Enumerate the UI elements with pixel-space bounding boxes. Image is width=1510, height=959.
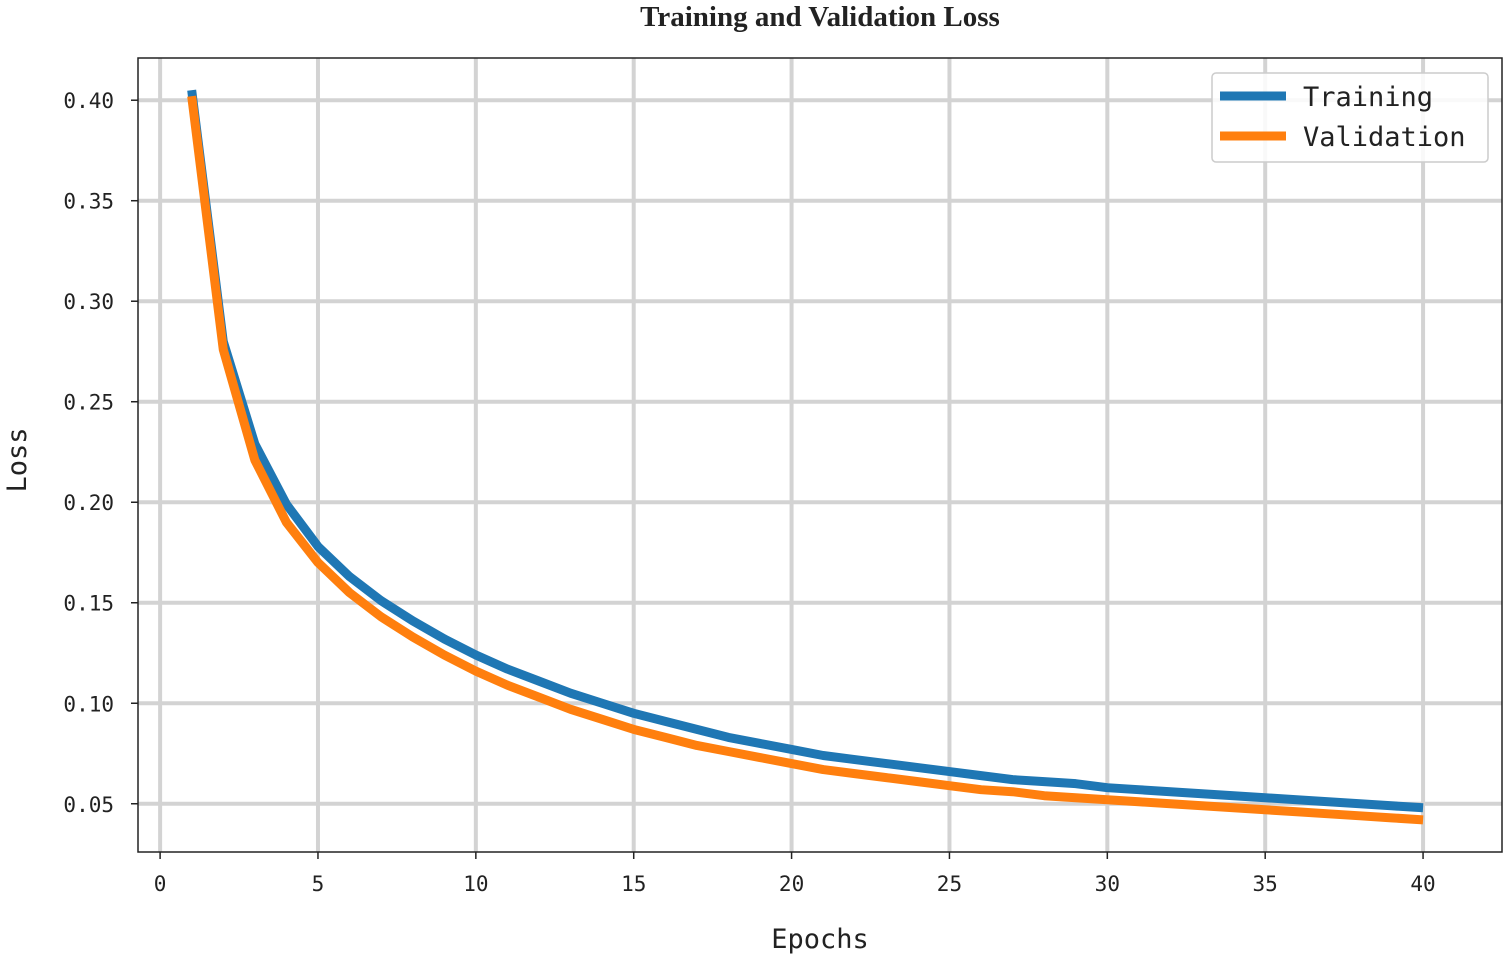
plot-frame bbox=[137, 57, 1503, 853]
grid bbox=[138, 58, 1502, 852]
y-tick-label: 0.10 bbox=[63, 692, 114, 716]
x-tick-label: 15 bbox=[621, 872, 646, 896]
legend-label-validation: Validation bbox=[1303, 122, 1466, 153]
y-axis-label: Loss bbox=[2, 427, 33, 492]
y-tick-label: 0.15 bbox=[63, 592, 114, 616]
y-tick-label: 0.40 bbox=[63, 89, 114, 113]
y-tick-label: 0.35 bbox=[63, 190, 114, 214]
y-tick-label: 0.05 bbox=[63, 793, 114, 817]
series-line-validation bbox=[187, 95, 1424, 825]
x-axis-label: Epochs bbox=[771, 924, 869, 955]
x-tick-label: 25 bbox=[937, 872, 962, 896]
x-tick-label: 5 bbox=[312, 872, 325, 896]
x-tick-label: 30 bbox=[1095, 872, 1120, 896]
chart-title: Training and Validation Loss bbox=[640, 1, 1000, 33]
legend: Training Validation bbox=[1211, 72, 1489, 163]
series-lines bbox=[187, 89, 1424, 825]
x-tick-label: 20 bbox=[779, 872, 804, 896]
series-line-training bbox=[187, 89, 1424, 813]
legend-label-training: Training bbox=[1303, 82, 1433, 113]
y-tick-label: 0.20 bbox=[63, 491, 114, 515]
x-tick-label: 10 bbox=[463, 872, 488, 896]
axis-ticks: 0 5 10 15 20 25 30 35 40 0.05 0.10 0.15 0.20 0.25 0.30… bbox=[63, 89, 1435, 896]
x-tick-label: 40 bbox=[1410, 872, 1435, 896]
y-tick-label: 0.30 bbox=[63, 290, 114, 314]
x-tick-label: 0 bbox=[154, 872, 167, 896]
x-tick-label: 35 bbox=[1253, 872, 1278, 896]
y-tick-label: 0.25 bbox=[63, 391, 114, 415]
